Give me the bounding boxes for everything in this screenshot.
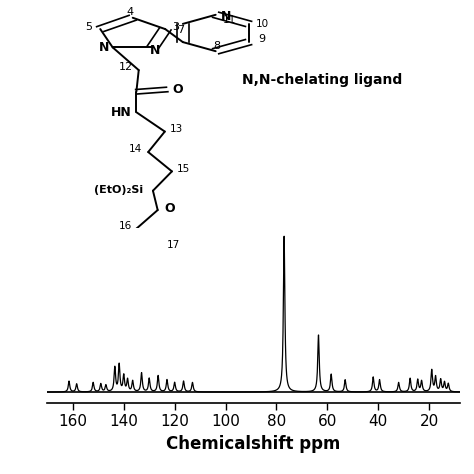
Text: HN: HN (111, 106, 132, 118)
Text: O: O (172, 83, 183, 96)
Text: 5: 5 (85, 22, 92, 32)
Text: 13: 13 (170, 124, 183, 134)
Text: 3: 3 (172, 22, 179, 32)
Text: 4: 4 (127, 7, 134, 17)
Text: N,N-chelating ligand: N,N-chelating ligand (242, 73, 402, 87)
Text: N: N (221, 10, 231, 23)
Text: 15: 15 (177, 164, 191, 174)
X-axis label: Chemicalshift ppm: Chemicalshift ppm (166, 435, 341, 453)
Text: 10: 10 (256, 19, 269, 29)
Text: 9: 9 (258, 34, 265, 45)
Text: 7: 7 (177, 25, 184, 35)
Text: N: N (150, 44, 160, 57)
Text: (EtO)₂Si: (EtO)₂Si (94, 184, 143, 195)
Text: 16: 16 (119, 221, 133, 231)
Text: 14: 14 (129, 144, 142, 155)
Text: 17: 17 (167, 240, 180, 250)
Text: 8: 8 (213, 40, 220, 51)
Text: 12: 12 (118, 63, 133, 73)
Text: 11: 11 (222, 15, 236, 25)
Text: N: N (99, 41, 109, 54)
Text: O: O (164, 202, 175, 215)
